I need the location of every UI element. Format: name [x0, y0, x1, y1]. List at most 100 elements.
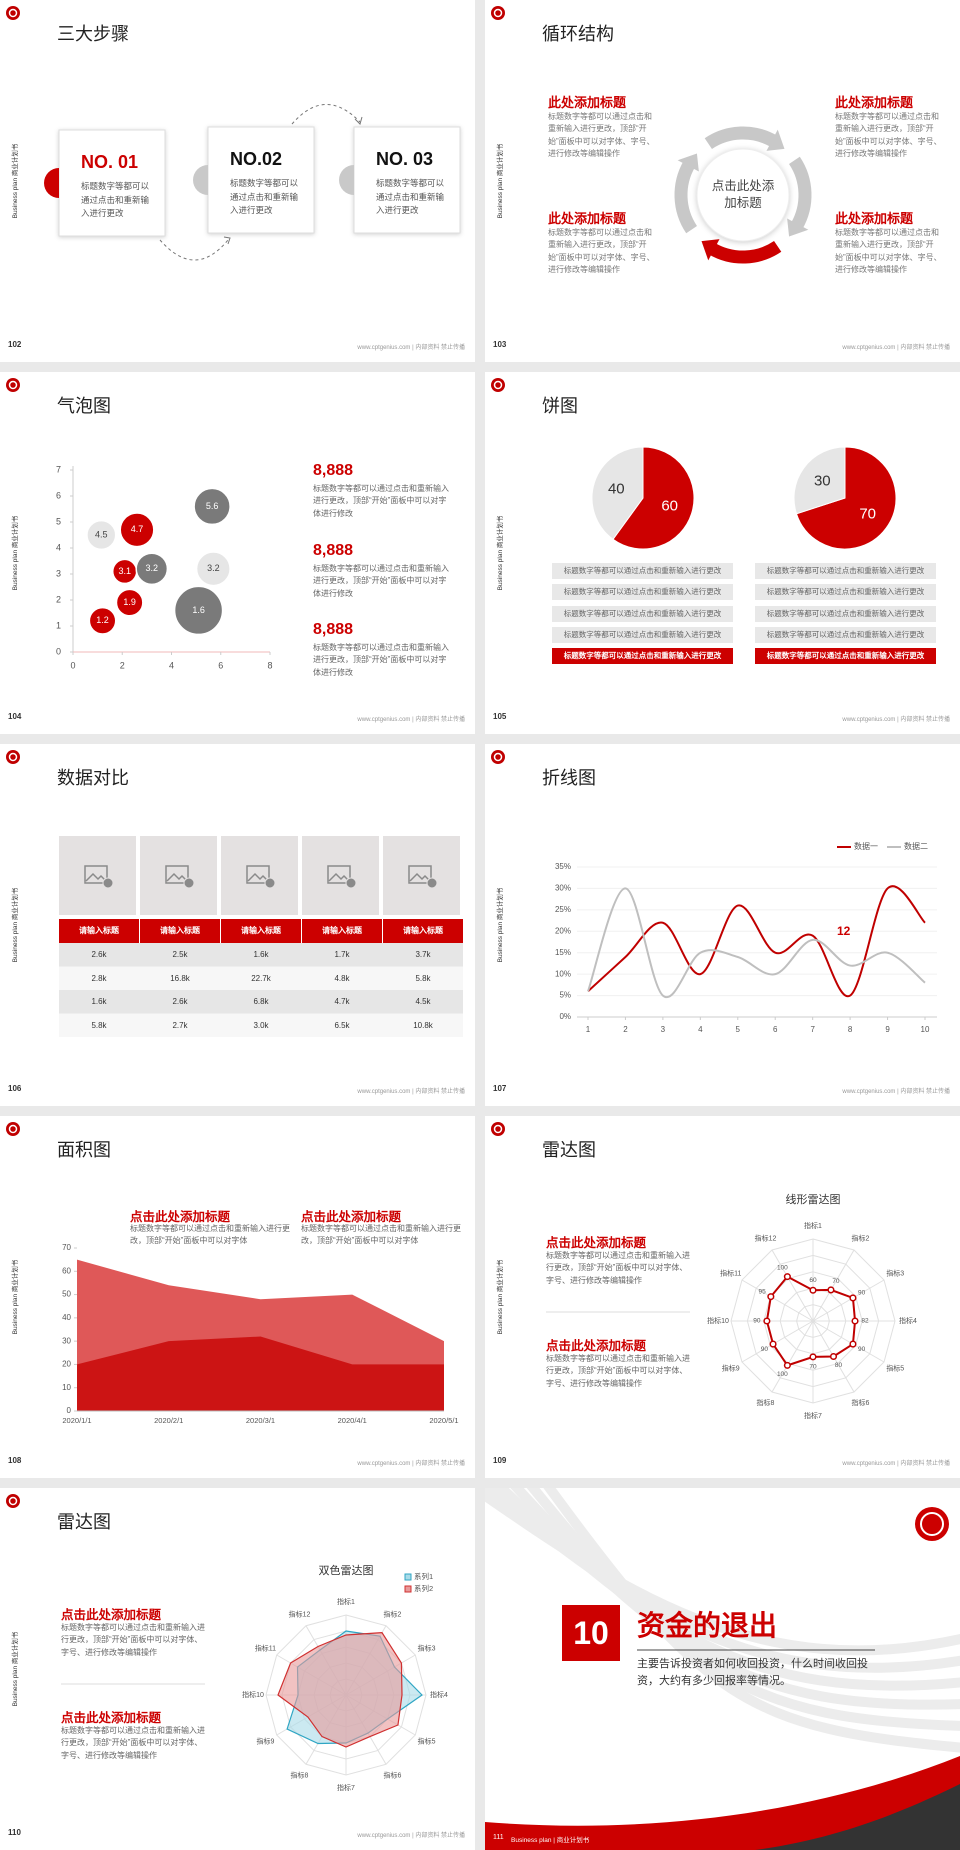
connector-head — [354, 116, 363, 125]
radar-value-label: 90 — [761, 1346, 769, 1353]
radar-series — [277, 1632, 403, 1748]
radar-spoke — [741, 1279, 814, 1322]
connector-head — [223, 236, 231, 245]
step-label: NO.02 — [230, 149, 283, 169]
slide: 双色雷达图 指标1 指标2 指标3 指标4 指标5 指标6 指标7 指标8 指标9 指标10 指标11… — [0, 1488, 475, 1850]
radar-point — [827, 1286, 835, 1294]
y-tick-label: 15% — [555, 948, 571, 957]
y-tick-label: 25% — [555, 905, 571, 914]
chart-title: 双色雷达图 — [319, 1563, 374, 1577]
header-cell — [221, 919, 301, 943]
slide-graphics — [485, 1488, 960, 1850]
bubble — [193, 487, 231, 526]
table-row — [59, 990, 463, 1014]
footer: www.cptgenius.com | 内部资料 禁止传播 — [357, 345, 465, 351]
table-cell: 2.6k — [172, 997, 188, 1006]
logo-ring — [8, 752, 18, 762]
side-label: Business plan 商业计划书 — [12, 887, 19, 963]
footer: www.cptgenius.com | 内部资料 禁止传播 — [842, 345, 950, 351]
slide-graphics — [491, 6, 812, 264]
image-placeholder — [59, 836, 136, 915]
radar-category: 指标8 — [291, 1770, 309, 1779]
image-icon — [408, 865, 432, 884]
slide: Business plan 商业计划书 106 www.cptgenius.com … — [0, 744, 475, 1106]
annotation: 12 — [837, 924, 851, 938]
section-subtitle: 主要告诉投资者如何收回投资，什么时间收回投资，大约有多少回报率等情况。 — [637, 1658, 868, 1687]
pie-slice — [612, 446, 695, 550]
radar-point — [849, 1340, 857, 1348]
step-text: 标题数字等都可以通过点击和重新输入进行更改 — [376, 178, 445, 216]
bubble — [119, 512, 155, 548]
table-cell: 1.7k — [334, 950, 350, 959]
slide-title: 雷达图 — [542, 1140, 596, 1160]
slide: 线形雷达图 指标1 指标2 指标3 指标4 指标5 指标6 指标7 指标8 指标9 指标10 指标11… — [485, 1116, 960, 1478]
logo — [6, 378, 20, 392]
bubble — [88, 606, 117, 635]
y-tick-label: 35% — [555, 862, 571, 871]
table-row — [59, 1013, 463, 1037]
radar-category: 指标10 — [242, 1690, 264, 1699]
slide-graphics: 0 1 2 3 4 5 6 7 0 2 4 6 8 4.5 4.7 3.1 3.2 1.2 1.9 5.6 3.2 1.6 — [6, 378, 273, 670]
y-tick-label: 20% — [555, 926, 571, 935]
x-tick-label: 6 — [218, 660, 223, 670]
list-row: 标题数字等都可以通过点击和重新输入进行更改 — [755, 648, 936, 665]
list-row: 标题数字等都可以通过点击和重新输入进行更改 — [552, 563, 733, 579]
radar-category: 指标10 — [707, 1316, 729, 1325]
logo-ring — [920, 1512, 944, 1536]
center-text: 点击此处添加标题 — [711, 179, 775, 210]
header-cell — [59, 919, 139, 943]
table-cell: 4.5k — [415, 997, 431, 1006]
table-cell: 3.7k — [415, 950, 431, 959]
connector — [291, 104, 361, 125]
legend-label: 数据一 — [854, 841, 878, 851]
x-tick-label: 0 — [70, 660, 75, 670]
table-cell: 10.8k — [413, 1020, 433, 1030]
radar-category: 指标2 — [852, 1234, 870, 1243]
y-tick-label: 30 — [62, 1336, 71, 1345]
table-cell: 6.8k — [253, 997, 269, 1006]
radar-category: 指标5 — [886, 1363, 904, 1372]
slide-title: 饼图 — [542, 396, 578, 416]
list-row: 标题数字等都可以通过点击和重新输入进行更改 — [552, 605, 733, 622]
x-tick-label: 2020/2/1 — [154, 1416, 183, 1425]
page-number: 111 — [493, 1834, 504, 1841]
x-tick-label: 9 — [885, 1025, 890, 1034]
y-tick-label: 10% — [555, 969, 571, 978]
step-box — [207, 126, 315, 234]
logo — [491, 6, 505, 20]
radar-category: 指标1 — [337, 1597, 355, 1606]
image-placeholder — [383, 836, 460, 915]
block-text: 标题数字等都可以通过点击和重新输入进行更改，顶部“开始”面板中可以对字体、字号、… — [546, 1354, 690, 1388]
radar-value-label: 90 — [753, 1318, 761, 1325]
radar-category: 指标7 — [337, 1783, 355, 1792]
radar-value-label: 100 — [777, 1371, 788, 1378]
logo-ring — [8, 1496, 18, 1506]
cycle-arrow — [788, 156, 812, 230]
side-label: Business plan 商业计划书 — [497, 515, 504, 591]
slide-graphics — [6, 750, 463, 1037]
radar-category: 指标4 — [430, 1690, 448, 1699]
table-cell: 1.6k — [253, 950, 269, 959]
stat-value: 8,888 — [313, 621, 354, 638]
radar-spoke — [771, 1249, 814, 1322]
slide: 0 10 20 30 40 50 60 70 2020/1/1 2020/2/1 2020/3/1 2… — [0, 1116, 475, 1478]
step-label: NO. 03 — [376, 149, 434, 169]
radar-category: 指标6 — [852, 1398, 870, 1407]
radar-point — [851, 1317, 859, 1325]
slide-title: 折线图 — [542, 768, 596, 788]
slide-title: 三大步骤 — [57, 24, 129, 44]
slide-title: 雷达图 — [57, 1512, 111, 1532]
footer: www.cptgenius.com | 内部资料 禁止传播 — [357, 1089, 465, 1095]
list-row: 标题数字等都可以通过点击和重新输入进行更改 — [755, 563, 936, 579]
image-icon — [165, 865, 189, 884]
y-tick-label: 2 — [56, 594, 61, 604]
image-placeholder — [140, 836, 217, 915]
radar-category: 指标11 — [720, 1268, 741, 1277]
logo-ring — [8, 380, 18, 390]
background-swoosh — [526, 1488, 960, 1731]
y-tick-label: 40 — [62, 1313, 71, 1322]
footer: www.cptgenius.com | 内部资料 禁止传播 — [357, 1461, 465, 1467]
table-cell: 2.5k — [172, 950, 188, 959]
radar-point — [769, 1340, 777, 1348]
